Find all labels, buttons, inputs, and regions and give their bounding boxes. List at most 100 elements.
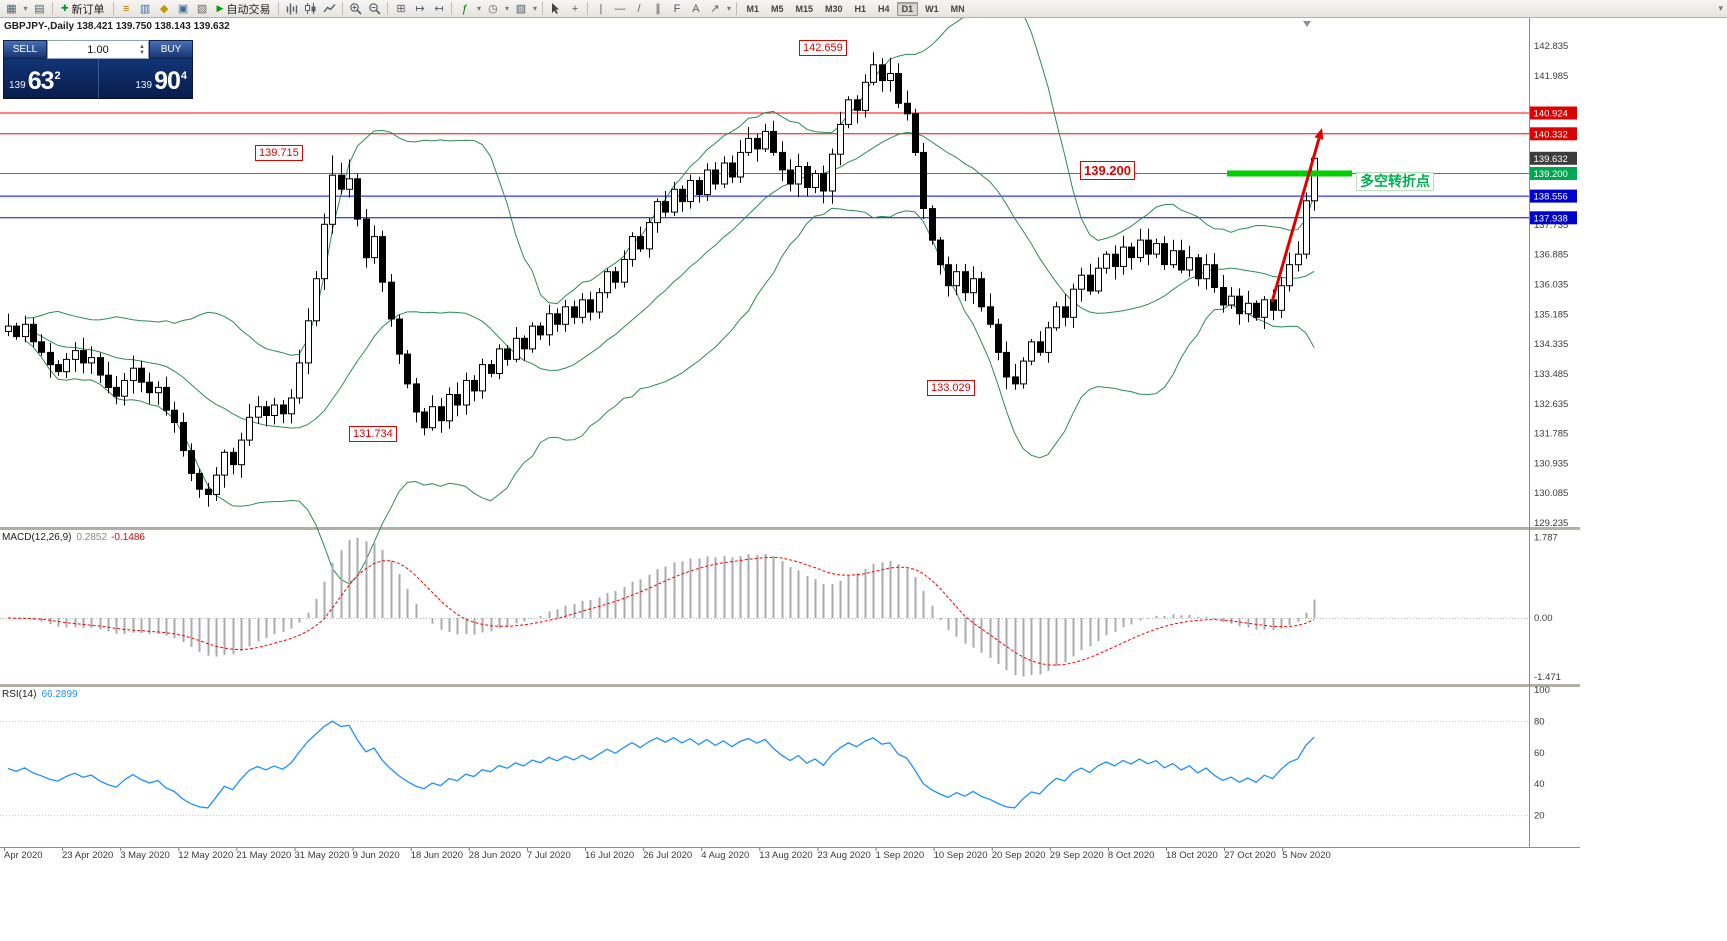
timeframe-m5[interactable]: M5 bbox=[766, 2, 789, 16]
svg-text:23 Apr 2020: 23 Apr 2020 bbox=[62, 850, 113, 861]
candlestick-chart-icon[interactable] bbox=[301, 1, 320, 17]
templates-dropdown-icon[interactable]: ▾ bbox=[532, 4, 537, 13]
svg-text:16 Jul 2020: 16 Jul 2020 bbox=[585, 850, 634, 861]
buy-price-pips: 90 bbox=[154, 67, 181, 95]
timeframe-m15[interactable]: M15 bbox=[791, 2, 819, 16]
fibonacci-icon[interactable]: F bbox=[673, 2, 681, 15]
zoom-out-icon[interactable] bbox=[365, 1, 384, 17]
auto-trading-button[interactable]: ▶ 自动交易 bbox=[212, 1, 276, 17]
toolbar: ▦ ▾ ▤ ✚ 新订单 ≡ ▥ ◆ ▣ ▧ ▶ 自动交易 ⊞ ↦ ↤ ƒ ▾ ◷ ▾ ▨ ▾ + | ― / ∥ F A ↗ ▾ M1 M5 M… bbox=[0, 0, 1727, 18]
toolbar-separator bbox=[451, 2, 453, 15]
svg-text:100: 100 bbox=[1534, 685, 1550, 696]
svg-text:18 Oct 2020: 18 Oct 2020 bbox=[1166, 850, 1218, 861]
svg-text:10 Sep 2020: 10 Sep 2020 bbox=[934, 850, 988, 861]
channel-icon[interactable]: ∥ bbox=[655, 3, 661, 15]
text-icon[interactable]: A bbox=[692, 2, 700, 15]
terminal-icon[interactable]: ▣ bbox=[177, 3, 189, 15]
svg-text:29 Sep 2020: 29 Sep 2020 bbox=[1050, 850, 1104, 861]
sell-button[interactable]: SELL bbox=[3, 40, 47, 59]
svg-text:27 Oct 2020: 27 Oct 2020 bbox=[1224, 850, 1276, 861]
chart-dropdown-icon[interactable]: ▾ bbox=[23, 4, 28, 13]
toolbar-separator bbox=[52, 2, 53, 15]
market-watch-icon[interactable]: ≡ bbox=[122, 2, 130, 15]
timeframe-w1[interactable]: W1 bbox=[920, 2, 944, 16]
buy-price-figure: 139 bbox=[135, 80, 153, 91]
time-axis[interactable]: Apr 2020 23 Apr 2020 3 May 2020 12 May 2020… bbox=[4, 848, 1331, 861]
auto-scroll-icon[interactable]: ↦ bbox=[415, 3, 425, 15]
svg-text:4 Aug 2020: 4 Aug 2020 bbox=[701, 850, 749, 861]
svg-text:139.632: 139.632 bbox=[1534, 154, 1568, 165]
sell-price-figure: 139 bbox=[9, 80, 26, 91]
timeframe-mn[interactable]: MN bbox=[946, 2, 970, 16]
chart-shift-marker[interactable] bbox=[1303, 21, 1311, 27]
svg-text:130.085: 130.085 bbox=[1534, 488, 1568, 499]
support-trend-segment[interactable] bbox=[1227, 170, 1352, 177]
svg-text:20: 20 bbox=[1534, 811, 1545, 822]
strategy-tester-icon[interactable]: ▧ bbox=[196, 3, 208, 15]
horizontal-line-icon[interactable]: ― bbox=[614, 2, 626, 15]
periods-dropdown-icon[interactable]: ▾ bbox=[504, 4, 509, 13]
objects-dropdown-icon[interactable]: ▾ bbox=[726, 4, 731, 13]
timeframe-h1[interactable]: H1 bbox=[850, 2, 872, 16]
svg-text:140.924: 140.924 bbox=[1534, 109, 1568, 120]
svg-text:139.200: 139.200 bbox=[1534, 169, 1568, 180]
templates-icon[interactable]: ▨ bbox=[515, 3, 527, 15]
svg-text:18 Jun 2020: 18 Jun 2020 bbox=[411, 850, 463, 861]
buy-price-display[interactable]: 139 90 4 bbox=[99, 59, 193, 98]
svg-text:20 Sep 2020: 20 Sep 2020 bbox=[992, 850, 1046, 861]
arrows-icon[interactable]: ↗ bbox=[710, 3, 720, 15]
svg-text:136.885: 136.885 bbox=[1534, 250, 1568, 261]
svg-text:28 Jun 2020: 28 Jun 2020 bbox=[469, 850, 521, 861]
price-axis[interactable]: 142.835 141.985 137.735 136.885 136.035 135.1… bbox=[1530, 41, 1577, 529]
rsi-pane: 100 80 60 40 20 bbox=[0, 685, 1550, 822]
toolbar-separator bbox=[587, 2, 589, 15]
timeframe-d1[interactable]: D1 bbox=[896, 1, 919, 16]
indicators-dropdown-icon[interactable]: ▾ bbox=[476, 4, 481, 13]
vertical-line-icon[interactable]: | bbox=[599, 2, 603, 15]
buy-button[interactable]: BUY bbox=[149, 40, 193, 59]
periods-icon[interactable]: ◷ bbox=[488, 3, 498, 15]
macd-pane: 1.787 0.00 -1.471 bbox=[0, 533, 1561, 683]
toolbar-separator bbox=[112, 2, 114, 15]
crosshair-icon[interactable]: + bbox=[571, 2, 579, 15]
volume-input[interactable]: 1.00 ▲ ▼ bbox=[47, 40, 149, 59]
trendline-icon[interactable]: / bbox=[637, 2, 641, 15]
data-window-icon[interactable]: ▥ bbox=[139, 3, 151, 15]
timeframe-h4[interactable]: H4 bbox=[873, 2, 895, 16]
zoom-in-icon[interactable] bbox=[346, 1, 365, 17]
one-click-trading-panel: SELL 1.00 ▲ ▼ BUY 139 63 2 139 90 4 bbox=[3, 40, 193, 99]
tile-windows-icon[interactable]: ⊞ bbox=[396, 3, 406, 15]
svg-text:131.785: 131.785 bbox=[1534, 429, 1568, 440]
svg-text:141.985: 141.985 bbox=[1534, 71, 1568, 82]
new-chart-icon[interactable]: ▦ bbox=[6, 3, 17, 15]
svg-text:142.835: 142.835 bbox=[1534, 41, 1568, 52]
new-order-button[interactable]: ✚ 新订单 bbox=[56, 1, 110, 17]
timeframe-m30[interactable]: M30 bbox=[820, 2, 848, 16]
svg-text:140.332: 140.332 bbox=[1534, 129, 1568, 140]
svg-text:60: 60 bbox=[1534, 748, 1545, 759]
navigator-icon[interactable]: ◆ bbox=[159, 3, 169, 15]
volume-down-icon[interactable]: ▼ bbox=[139, 49, 145, 56]
profiles-icon[interactable]: ▤ bbox=[34, 3, 45, 15]
sell-price-display[interactable]: 139 63 2 bbox=[4, 59, 98, 98]
svg-text:132.635: 132.635 bbox=[1534, 399, 1568, 410]
sell-price-pips: 63 bbox=[27, 67, 55, 95]
svg-text:-1.471: -1.471 bbox=[1534, 672, 1561, 683]
bullish-arrow[interactable] bbox=[1270, 138, 1321, 303]
chart-shift-icon[interactable]: ↤ bbox=[434, 3, 444, 15]
auto-trading-button-label: 自动交易 bbox=[226, 3, 271, 16]
volume-up-icon[interactable]: ▲ bbox=[139, 43, 145, 50]
svg-text:21 May 2020: 21 May 2020 bbox=[236, 850, 291, 861]
svg-text:Apr 2020: Apr 2020 bbox=[4, 850, 43, 861]
indicators-icon[interactable]: ƒ bbox=[461, 2, 469, 15]
bar-chart-icon[interactable] bbox=[282, 1, 301, 17]
svg-text:138.556: 138.556 bbox=[1534, 192, 1568, 203]
timeframe-m1[interactable]: M1 bbox=[741, 2, 764, 16]
toolbar-overflow-icon[interactable]: ▾ bbox=[1718, 3, 1723, 13]
new-order-button-icon: ✚ bbox=[61, 3, 69, 13]
svg-text:135.185: 135.185 bbox=[1534, 309, 1568, 320]
cursor-icon[interactable] bbox=[546, 1, 565, 17]
svg-text:80: 80 bbox=[1534, 716, 1545, 727]
line-chart-icon[interactable] bbox=[320, 1, 339, 17]
